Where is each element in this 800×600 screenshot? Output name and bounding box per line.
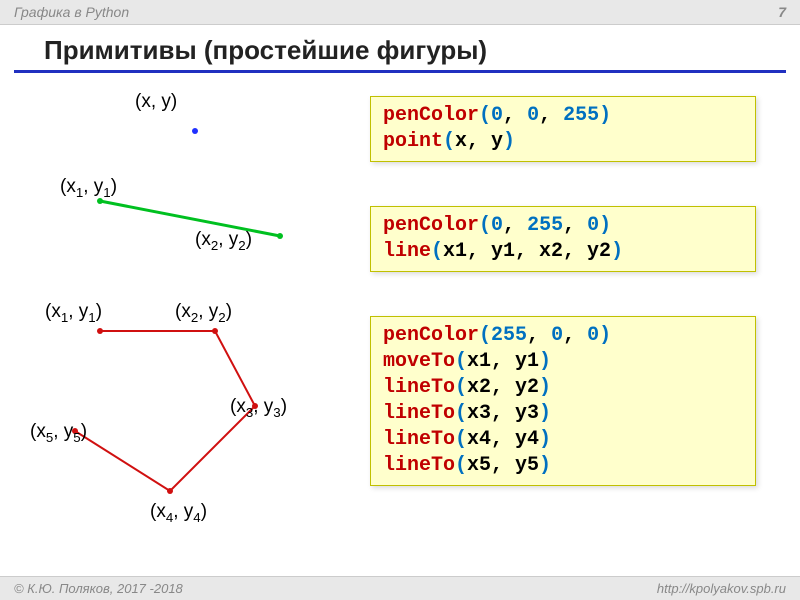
code-line: moveTo(x1, y1) <box>383 349 743 375</box>
point-drawing <box>0 81 300 151</box>
polygon-label-5: (x5, y5) <box>30 421 87 445</box>
code-line: penColor(0, 0, 255) <box>383 103 743 129</box>
polygon-label-2: (x2, y2) <box>175 301 232 325</box>
code-box-point: penColor(0, 0, 255)point(x, y) <box>370 96 756 162</box>
code-line: penColor(255, 0, 0) <box>383 323 743 349</box>
polygon-label-4: (x4, y4) <box>150 501 207 525</box>
code-line: point(x, y) <box>383 129 743 155</box>
code-line: lineTo(x3, y3) <box>383 401 743 427</box>
code-line: penColor(0, 255, 0) <box>383 213 743 239</box>
slide-header: Графика в Python 7 <box>0 0 800 25</box>
polygon-label-1: (x1, y1) <box>45 301 102 325</box>
line-label-1: (x1, y1) <box>60 176 117 200</box>
code-line: lineTo(x2, y2) <box>383 375 743 401</box>
footer-copyright: © К.Ю. Поляков, 2017 -2018 <box>14 581 183 596</box>
page-number: 7 <box>778 4 786 20</box>
header-left: Графика в Python <box>14 4 129 20</box>
polygon-label-3: (x3, y3) <box>230 396 287 420</box>
slide-footer: © К.Ю. Поляков, 2017 -2018 http://kpolya… <box>0 576 800 600</box>
code-line: lineTo(x4, y4) <box>383 427 743 453</box>
slide-title: Примитивы (простейшие фигуры) <box>14 25 786 73</box>
code-box-line: penColor(0, 255, 0)line(x1, y1, x2, y2) <box>370 206 756 272</box>
line-label-2: (x2, y2) <box>195 229 252 253</box>
code-box-polygon: penColor(255, 0, 0)moveTo(x1, y1)lineTo(… <box>370 316 756 486</box>
code-line: lineTo(x5, y5) <box>383 453 743 479</box>
code-line: line(x1, y1, x2, y2) <box>383 239 743 265</box>
footer-url: http://kpolyakov.spb.ru <box>657 581 786 596</box>
